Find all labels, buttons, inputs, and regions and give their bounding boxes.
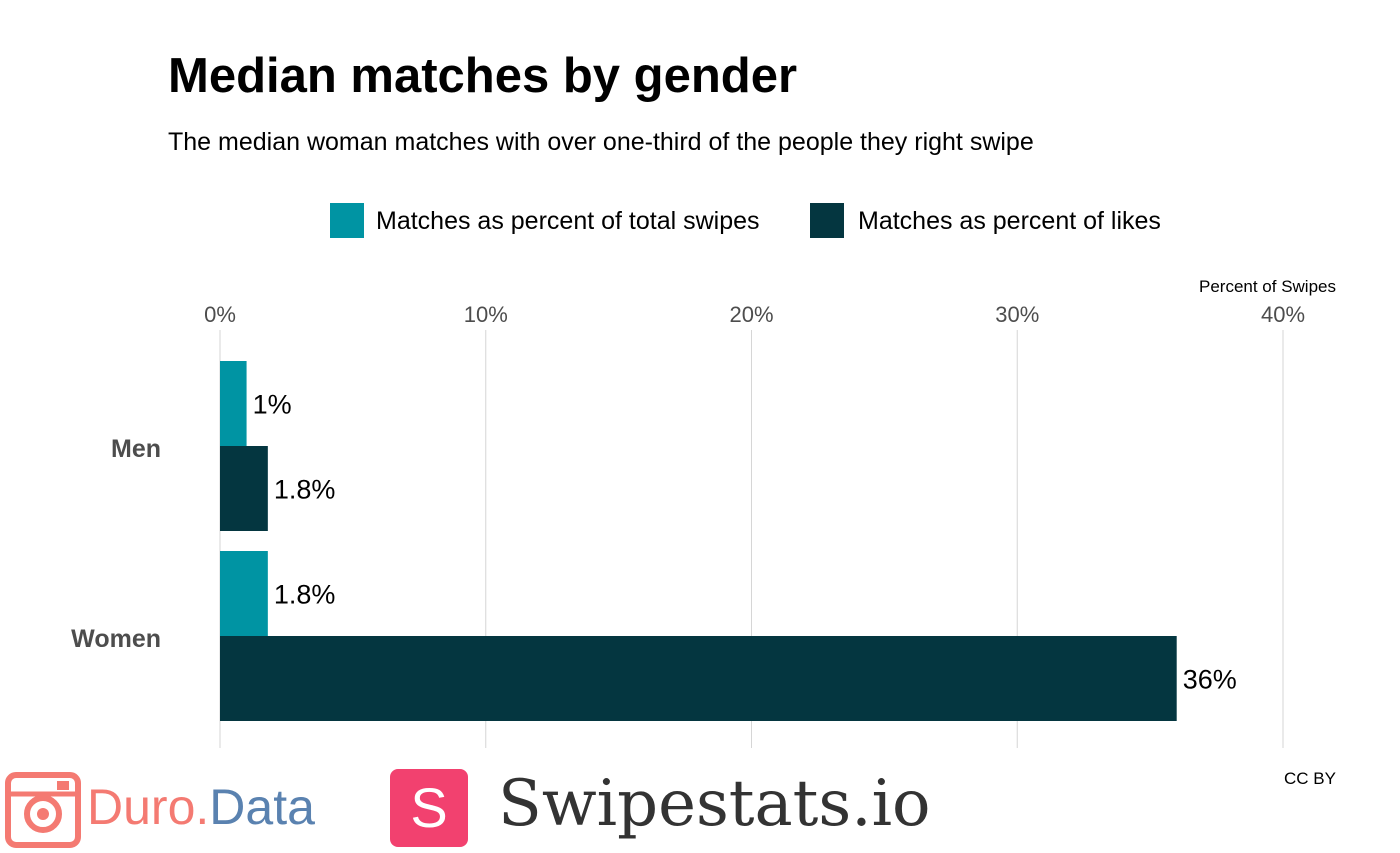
duro-wordmark-dot: .: [195, 779, 210, 835]
duro-data-wordmark: Duro.Data: [87, 780, 315, 835]
x-tick-label: 20%: [729, 302, 773, 327]
x-axis-label: Percent of Swipes: [1198, 277, 1336, 296]
legend-label-total-swipes: Matches as percent of total swipes: [376, 207, 760, 235]
legend-swatch-likes: [810, 203, 844, 238]
chart-subtitle: The median woman matches with over one-t…: [168, 128, 1034, 156]
license-caption: CC BY: [1284, 769, 1336, 788]
x-tick-label: 30%: [995, 302, 1039, 327]
bar: [220, 361, 247, 446]
x-tick-label: 40%: [1261, 302, 1305, 327]
category-label: Men: [111, 435, 161, 463]
duro-wordmark-part2: Data: [209, 779, 315, 835]
data-label: 1%: [253, 390, 292, 420]
category-label: Women: [71, 625, 161, 653]
legend-swatch-total-swipes: [330, 203, 364, 238]
data-label: 1.8%: [274, 580, 336, 610]
duro-data-logo: Duro.Data: [5, 772, 345, 848]
duro-wordmark-part1: Duro: [87, 779, 196, 835]
x-tick-label: 0%: [204, 302, 236, 327]
data-label: 36%: [1183, 665, 1237, 695]
bar: [220, 551, 268, 636]
swipestats-wordmark: Swipestats.io: [498, 767, 931, 841]
bar: [220, 446, 268, 531]
legend-label-likes: Matches as percent of likes: [858, 207, 1161, 235]
swipestats-badge: S: [390, 769, 468, 847]
x-tick-label: 10%: [464, 302, 508, 327]
camera-icon: [5, 772, 81, 848]
data-label: 1.8%: [274, 475, 336, 505]
bar: [220, 636, 1177, 721]
chart-title: Median matches by gender: [168, 49, 798, 103]
swipestats-logo: S Swipestats.io: [390, 769, 931, 849]
swipestats-badge-letter: S: [410, 776, 448, 839]
